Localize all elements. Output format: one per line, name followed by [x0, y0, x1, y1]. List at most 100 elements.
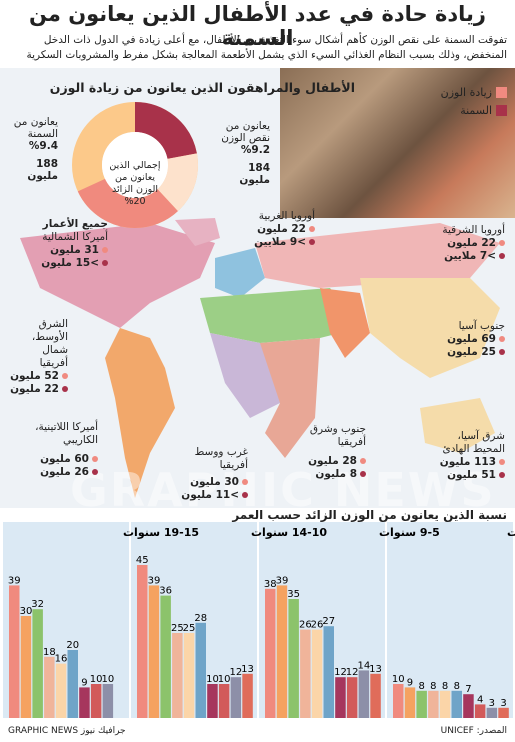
region-mena: الشرق الأوسط، شمال أفريقيا 52 مليون 22 م… [8, 318, 68, 396]
map-title: الأطفال والمراهقون الذين يعانون من زيادة… [49, 80, 355, 95]
bar-value-label: 36 [159, 586, 172, 597]
legend-label: زيادة الوزن [440, 86, 492, 99]
bars-title: نسبة الذين يعانون من الوزن الزائد حسب ال… [232, 508, 507, 522]
bar-value-label: 25 [183, 623, 196, 634]
region-latam: أميركا اللاتينية، الكاريبي 60 مليون 26 م… [8, 421, 98, 479]
bar [195, 622, 206, 718]
bar-value-label: 45 [136, 555, 149, 566]
overweight-value: 22 مليون [257, 223, 306, 235]
donut-center-line: يعانون من [115, 172, 155, 183]
bar [32, 609, 43, 718]
obesity-value: >15 مليون [41, 257, 99, 269]
obesity-dot [499, 349, 505, 355]
region-all-ages: جميع الأعمار [42, 218, 108, 230]
overweight-value: 28 مليون [308, 455, 357, 467]
bar-value-label: 13 [369, 664, 382, 675]
bar [160, 595, 171, 718]
overweight-value: 30 مليون [190, 476, 239, 488]
bar-value-label: 28 [194, 613, 207, 624]
bar [9, 585, 20, 718]
bar-value-label: 10 [101, 674, 114, 685]
donut-underweight-label: يعانون من نقص الوزن %9.2 184 مليون [208, 120, 270, 186]
overweight-value: 69 مليون [447, 333, 496, 345]
region-name: أفريقيا [337, 436, 366, 448]
bar-value-label: 18 [43, 647, 56, 658]
obesity-value: 25 مليون [447, 346, 496, 358]
overweight-dot [499, 240, 505, 246]
overweight-value: 113 مليون [439, 456, 496, 468]
overweight-value: 52 مليون [10, 370, 59, 382]
bar [451, 690, 462, 718]
region-east-africa: جنوب وشرق أفريقيا 28 مليون 8 مليون [296, 423, 366, 481]
region-name: الكاريبي [62, 434, 98, 446]
bar [276, 585, 288, 718]
bar-value-label: 39 [8, 575, 21, 586]
donut-chart [72, 102, 198, 228]
legend-overweight: زيادة الوزن [441, 86, 507, 99]
age-bar-chart: 4-0 سنوات109888874339-5 سنوات38393526262… [3, 522, 515, 718]
legend-label: السمنة [460, 104, 492, 117]
bar [172, 633, 183, 718]
obesity-value: >7 ملايين [444, 250, 496, 262]
bar-value-label: 25 [171, 623, 184, 634]
watermark: GRAPHIC NEWS [70, 463, 496, 508]
obesity-value: >9 ملايين [254, 236, 306, 248]
bar [393, 684, 404, 718]
overweight-value: 31 مليون [50, 244, 99, 256]
bar [346, 677, 358, 718]
bar [230, 677, 242, 718]
map-east-europe [255, 223, 500, 288]
bar [265, 588, 276, 718]
donut-obesity-label: يعانون من السمنة %9.4 188 مليون [8, 116, 58, 182]
map-australia [420, 398, 495, 453]
region-east-asia: شرق آسيا، المحيط الهادئ 113 مليون 51 ملي… [415, 430, 505, 482]
obesity-dot [499, 253, 505, 259]
map-section: GRAPHIC NEWS الأطفال والمراهقون الذين يع… [0, 68, 515, 508]
bar-value-label: 9 [81, 677, 87, 688]
obesity-dot [242, 492, 248, 498]
obesity-value: 8 مليون [315, 468, 357, 480]
bar [428, 690, 439, 718]
bar [311, 629, 323, 718]
overweight-value: 22 مليون [447, 237, 496, 249]
bar-value-label: 8 [442, 681, 448, 692]
page-title: زيادة حادة في عدد الأطفال الذين يعانون م… [29, 2, 486, 50]
obesity-value: 22 مليون [10, 383, 59, 395]
overweight-dot [499, 336, 505, 342]
bar-value-label: 10 [90, 674, 103, 685]
overweight-dot [242, 479, 248, 485]
bar [90, 684, 102, 718]
overweight-dot [62, 373, 68, 379]
bar-value-label: 3 [500, 698, 506, 709]
donut-center: إجمالي الذين يعانون من الوزن الزائد %20 [105, 160, 165, 208]
bar-value-label: 12 [229, 667, 242, 678]
bar [288, 599, 299, 718]
bar [20, 616, 32, 718]
bar [474, 704, 486, 718]
donut-center-line: إجمالي الذين [109, 160, 161, 171]
bar-value-label: 9 [407, 677, 413, 688]
obesity-dot [102, 260, 108, 266]
bar-value-label: 7 [465, 684, 471, 695]
overweight-value: 60 مليون [40, 453, 89, 465]
donut-underweight-segment [72, 102, 198, 228]
bar [183, 633, 195, 718]
bar [335, 677, 346, 718]
map-south-asia [320, 288, 370, 358]
obesity-value: >11 مليون [181, 489, 239, 501]
bar [370, 673, 381, 718]
label-line: يعانون من [13, 116, 58, 128]
bar-value-label: 39 [148, 575, 161, 586]
bar-value-label: 16 [55, 654, 68, 665]
region-east-europe: أوروبا الشرقية 22 مليون >7 ملايين [405, 224, 505, 263]
bar [463, 694, 474, 718]
region-west-africa: غرب ووسط أفريقيا 30 مليون >11 مليون [178, 446, 248, 502]
bar-value-label: 13 [241, 664, 254, 675]
obesity-count-unit: مليون [27, 170, 58, 182]
region-name: جنوب آسيا [458, 320, 505, 332]
overweight-dot [92, 456, 98, 462]
bar [67, 650, 78, 718]
credit-text: GRAPHIC NEWS جرافيك نيوز [8, 726, 126, 736]
obesity-dot [309, 239, 315, 245]
age-group-label: 19-15 سنوات [123, 526, 199, 539]
